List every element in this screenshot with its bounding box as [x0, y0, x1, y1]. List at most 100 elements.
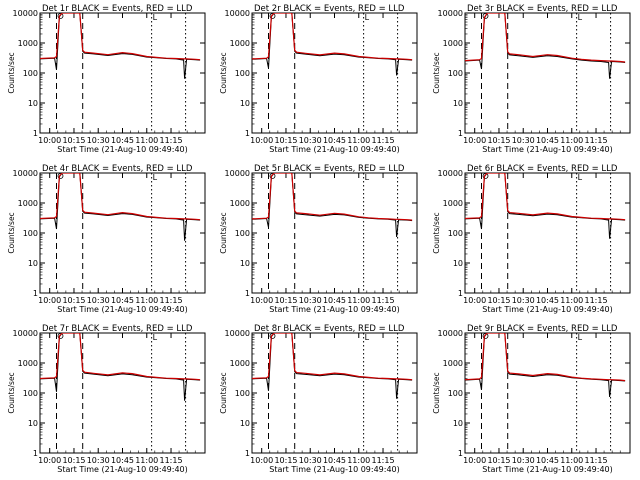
chart-det5-ytick-label: 100	[235, 229, 250, 238]
chart-det7-xtick-label: 10:00	[38, 456, 61, 465]
chart-det3-xtick-label: 10:30	[512, 136, 535, 145]
chart-det9-ytick-label: 10000	[438, 329, 463, 338]
chart-det4-bracket-label: L	[153, 173, 158, 182]
chart-det5-ytick-label: 10	[240, 259, 250, 268]
chart-det5-bracket-label: L	[365, 173, 370, 182]
chart-det7-xtick-label: 11:15	[159, 456, 182, 465]
chart-det9-xtick-label: 11:15	[584, 456, 607, 465]
chart-det9-xtick-label: 10:45	[536, 456, 559, 465]
chart-det3-xtick-label: 11:15	[584, 136, 607, 145]
chart-det8-title: Det 8r BLACK = Events, RED = LLD	[254, 324, 405, 334]
chart-det7-xtick-label: 10:30	[87, 456, 110, 465]
chart-det2-ytick-label: 100	[235, 69, 250, 78]
chart-det1-xtick-label: 10:45	[111, 136, 134, 145]
chart-det7-ytick-label: 10000	[13, 329, 38, 338]
chart-det4-xtick-label: 10:30	[87, 296, 110, 305]
chart-det7-xlabel: Start Time (21-Aug-10 09:49:40)	[57, 465, 188, 474]
chart-det3-xtick-label: 10:15	[487, 136, 510, 145]
chart-det9-title: Det 9r BLACK = Events, RED = LLD	[467, 324, 618, 334]
chart-det1-bracket-label: L	[153, 13, 158, 22]
chart-det1-xtick-label: 11:00	[135, 136, 158, 145]
chart-det3-ytick-label: 1000	[443, 39, 463, 48]
chart-det2-circle-marker	[269, 13, 276, 19]
chart-det6-series-lld	[465, 173, 626, 221]
chart-det8-ytick-label: 1	[245, 449, 250, 458]
chart-det2: Det 2r BLACK = Events, RED = LLD 1 10 100 10…	[219, 4, 418, 154]
chart-det3-ytick-label: 1	[458, 129, 463, 138]
chart-det1-ytick-label: 1	[33, 129, 38, 138]
chart-det3-bracket-label: L	[578, 13, 583, 22]
chart-det1-ytick-label: 10000	[13, 9, 38, 18]
chart-det2-xtick-label: 11:15	[371, 136, 394, 145]
chart-det1-xtick-label: 10:15	[62, 136, 85, 145]
chart-det6-xtick-label: 11:00	[560, 296, 583, 305]
chart-det7-ytick-label: 10	[28, 419, 38, 428]
chart-det2-xtick-label: 10:00	[250, 136, 273, 145]
chart-det8-circle-marker	[269, 333, 276, 339]
chart-det8-xtick-label: 10:00	[250, 456, 273, 465]
chart-det5-title: Det 5r BLACK = Events, RED = LLD	[254, 164, 405, 174]
chart-det4-xlabel: Start Time (21-Aug-10 09:49:40)	[57, 305, 188, 314]
chart-det1-ytick-label: 10	[28, 99, 38, 108]
chart-det5-xtick-label: 10:45	[323, 296, 346, 305]
chart-det2-xtick-label: 10:30	[299, 136, 322, 145]
chart-det2-series-lld	[252, 13, 413, 61]
chart-det6-ytick-label: 100	[448, 229, 463, 238]
chart-det4-ytick-label: 1	[33, 289, 38, 298]
chart-det6-ylabel: Counts/sec	[432, 212, 441, 253]
chart-det1-series-lld	[40, 13, 201, 61]
chart-det4-circle-marker	[57, 173, 64, 179]
chart-det1-ylabel: Counts/sec	[7, 52, 16, 93]
chart-det8-series-lld	[252, 333, 413, 381]
chart-det5-xtick-label: 11:00	[347, 296, 370, 305]
chart-det7-xtick-label: 11:00	[135, 456, 158, 465]
chart-det4-ytick-label: 10	[28, 259, 38, 268]
chart-det7-title: Det 7r BLACK = Events, RED = LLD	[42, 324, 193, 334]
chart-det2-xtick-label: 10:15	[274, 136, 297, 145]
chart-det5-ytick-label: 1000	[230, 199, 250, 208]
chart-det9-ytick-label: 100	[448, 389, 463, 398]
chart-det6-xlabel: Start Time (21-Aug-10 09:49:40)	[482, 305, 613, 314]
chart-det8-xtick-label: 10:30	[299, 456, 322, 465]
chart-det6-ytick-label: 1	[458, 289, 463, 298]
chart-det3-ytick-label: 10	[453, 99, 463, 108]
chart-det6-xtick-label: 11:15	[584, 296, 607, 305]
chart-det4-ytick-label: 10000	[13, 169, 38, 178]
chart-det9-xtick-label: 10:00	[463, 456, 486, 465]
chart-det1-xlabel: Start Time (21-Aug-10 09:49:40)	[57, 145, 188, 154]
chart-det9-ytick-label: 1000	[443, 359, 463, 368]
chart-det6-xtick-label: 10:30	[512, 296, 535, 305]
chart-det9-ylabel: Counts/sec	[432, 372, 441, 413]
chart-det3-xtick-label: 10:00	[463, 136, 486, 145]
chart-det2-title: Det 2r BLACK = Events, RED = LLD	[254, 4, 405, 14]
chart-det4-xtick-label: 11:15	[159, 296, 182, 305]
chart-det4-xtick-label: 10:00	[38, 296, 61, 305]
chart-det7-bracket-label: L	[153, 333, 158, 342]
chart-det4-title: Det 4r BLACK = Events, RED = LLD	[42, 164, 193, 174]
chart-det2-ylabel: Counts/sec	[219, 52, 228, 93]
chart-det9-ytick-label: 1	[458, 449, 463, 458]
chart-det4-xtick-label: 11:00	[135, 296, 158, 305]
chart-det6: Det 6r BLACK = Events, RED = LLD 1 10 100 10…	[432, 164, 631, 314]
chart-det1-xtick-label: 10:30	[87, 136, 110, 145]
chart-det7: Det 7r BLACK = Events, RED = LLD 1 10 100 10…	[7, 324, 206, 474]
chart-det7-ytick-label: 1000	[18, 359, 38, 368]
chart-det4-ytick-label: 100	[23, 229, 38, 238]
chart-det7-ytick-label: 100	[23, 389, 38, 398]
chart-det8-ytick-label: 1000	[230, 359, 250, 368]
chart-det7-xtick-label: 10:45	[111, 456, 134, 465]
chart-det3-ylabel: Counts/sec	[432, 52, 441, 93]
chart-det5: Det 5r BLACK = Events, RED = LLD 1 10 100 10…	[219, 164, 418, 314]
chart-det6-ytick-label: 10	[453, 259, 463, 268]
chart-det8: Det 8r BLACK = Events, RED = LLD 1 10 100 10…	[219, 324, 418, 474]
chart-det8-ylabel: Counts/sec	[219, 372, 228, 413]
chart-det5-xtick-label: 10:30	[299, 296, 322, 305]
chart-det3-xtick-label: 11:00	[560, 136, 583, 145]
chart-det8-xtick-label: 11:00	[347, 456, 370, 465]
chart-det2-ytick-label: 10	[240, 99, 250, 108]
chart-det6-title: Det 6r BLACK = Events, RED = LLD	[467, 164, 618, 174]
chart-det4-series-lld	[40, 173, 201, 221]
chart-det9-bracket-label: L	[578, 333, 583, 342]
chart-det3-ytick-label: 10000	[438, 9, 463, 18]
